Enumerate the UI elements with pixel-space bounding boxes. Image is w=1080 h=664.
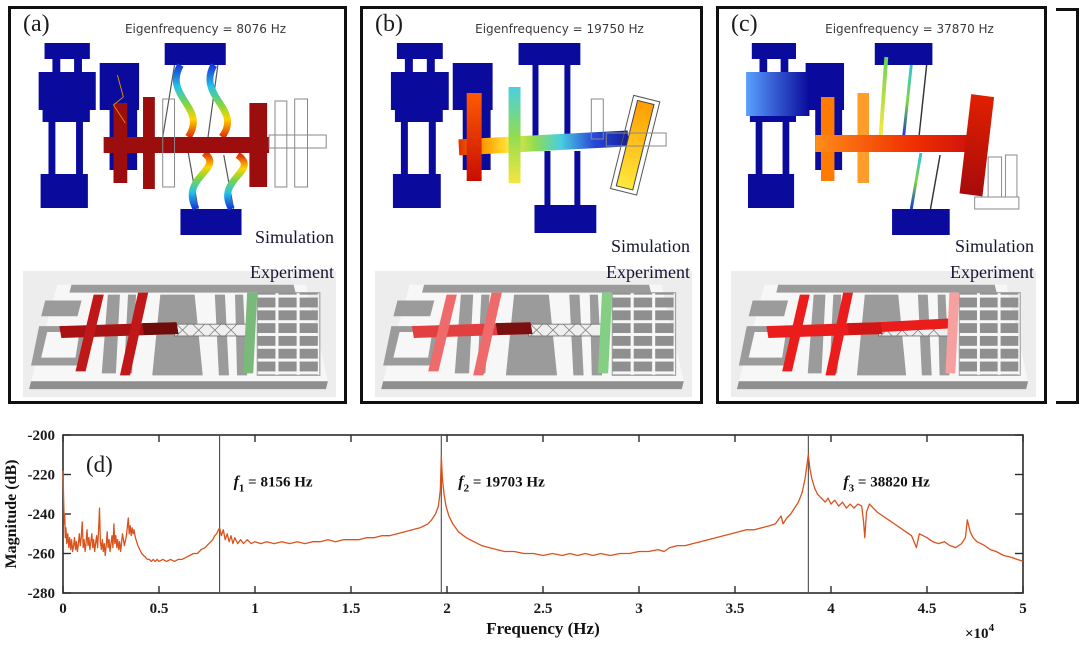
svg-text:-240: -240 [28, 507, 56, 523]
proof-mass [746, 72, 810, 116]
comb-drive-array [611, 292, 677, 376]
panel-a-experiment-image: Experiment [23, 262, 336, 397]
panel-a-simulation-image [15, 37, 340, 259]
svg-text:1.5: 1.5 [342, 601, 361, 617]
svg-text:Frequency (Hz): Frequency (Hz) [486, 619, 599, 638]
panel-c-experiment-caption: Experiment [950, 262, 1034, 282]
svg-text:-220: -220 [28, 468, 56, 484]
panel-c-experiment-image: Experiment [731, 262, 1036, 397]
panel-b-simulation-image [367, 37, 696, 259]
panel-a-eigenfrequency-title: Eigenfrequency = 8076 Hz [124, 22, 287, 36]
sense-bar [945, 292, 960, 374]
svg-text:(d): (d) [86, 452, 113, 477]
panel-c-simulation-caption: Simulation [954, 236, 1034, 256]
comb-drive-array [958, 292, 1021, 376]
tilted-end-bar [609, 94, 661, 196]
panel-b-experiment-image: Experiment [375, 262, 692, 397]
svg-text:2.5: 2.5 [534, 601, 553, 617]
svg-text:4: 4 [827, 601, 835, 617]
wireframe-outline [974, 154, 1020, 210]
panel-a: (a) Eigenfrequency = 8076 Hz [8, 6, 347, 404]
svg-text:f1 = 8156 Hz: f1 = 8156 Hz [234, 473, 313, 494]
panel-c: (c) Eigenfrequency = 37870 Hz [716, 6, 1047, 404]
svg-text:-280: -280 [28, 586, 56, 602]
panel-b-simulation-caption: Simulation [610, 236, 690, 256]
sense-bar [243, 292, 258, 374]
resonant-beam [103, 97, 270, 189]
frequency-response-chart: 0 0.5 1 1.5 2 2.5 3 3.5 4 4.5 5 -200 -220 -240 -260 -28… [3, 428, 1027, 642]
panel-c-label: (c) [731, 11, 758, 37]
sense-bar [597, 292, 613, 374]
svg-text:f2 = 19703 Hz: f2 = 19703 Hz [458, 473, 545, 494]
svg-text:3.5: 3.5 [726, 601, 745, 617]
svg-text:-200: -200 [28, 428, 56, 444]
panel-c-simulation-image [723, 37, 1040, 259]
panel-b-experiment-caption: Experiment [606, 262, 690, 282]
end-bar [959, 94, 995, 197]
svg-text:5: 5 [1019, 601, 1027, 617]
svg-text:0.5: 0.5 [150, 601, 169, 617]
svg-text:2: 2 [443, 601, 451, 617]
panel-b-label: (b) [375, 11, 403, 37]
svg-text:f3 = 38820 Hz: f3 = 38820 Hz [843, 473, 930, 494]
comb-drive-array [256, 292, 321, 376]
svg-text:4.5: 4.5 [918, 601, 937, 617]
wireframe-outline [162, 98, 327, 188]
resonant-beam [815, 135, 977, 152]
wireframe-outline [590, 98, 667, 147]
vibrating-beam-extension [878, 318, 956, 333]
right-bracket [1056, 8, 1079, 404]
panel-a-experiment-caption: Experiment [250, 262, 334, 282]
panel-b-eigenfrequency-title: Eigenfrequency = 19750 Hz [475, 22, 644, 36]
panel-c-eigenfrequency-title: Eigenfrequency = 37870 Hz [825, 22, 994, 36]
panel-a-simulation-caption: Simulation [254, 227, 334, 247]
resonant-beam [458, 130, 629, 156]
svg-text:Magnitude (dB): Magnitude (dB) [3, 460, 20, 569]
panel-b: (b) Eigenfrequency = 19750 Hz [360, 6, 703, 404]
svg-text:-260: -260 [28, 547, 56, 563]
svg-text:1: 1 [251, 601, 259, 617]
svg-text:0: 0 [59, 601, 67, 617]
panel-a-label: (a) [23, 11, 50, 37]
svg-text:3: 3 [635, 601, 643, 617]
svg-text:×104: ×104 [965, 622, 995, 642]
